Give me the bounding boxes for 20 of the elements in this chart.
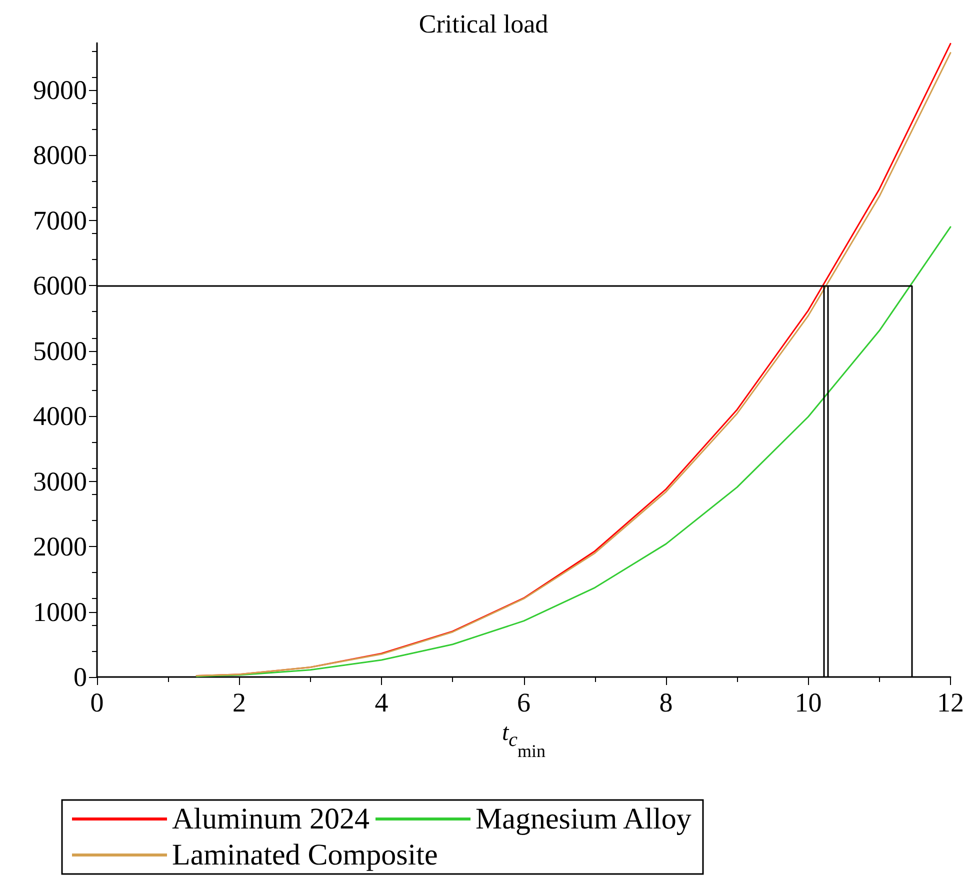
y-tick-label: 1000	[33, 596, 87, 627]
y-tick-label: 5000	[33, 336, 87, 366]
y-tick-label: 2000	[33, 532, 87, 562]
legend-label: Laminated Composite	[172, 838, 438, 872]
y-tick-label: 7000	[33, 205, 87, 236]
legend-label: Aluminum 2024	[172, 802, 370, 836]
legend-label: Magnesium Alloy	[476, 802, 692, 836]
y-tick-label: 0	[74, 662, 87, 692]
y-tick-label: 3000	[33, 466, 87, 496]
y-tick-label: 6000	[33, 270, 87, 301]
x-tick-label: 12	[937, 688, 964, 718]
x-tick-label: 6	[517, 688, 530, 718]
y-tick-label: 9000	[33, 74, 87, 105]
x-tick-label: 10	[794, 688, 822, 718]
chart-title: Critical load	[418, 10, 548, 38]
x-tick-label: 8	[659, 688, 673, 718]
y-tick-label: 8000	[33, 140, 87, 170]
y-tick-label: 4000	[33, 401, 87, 432]
x-tick-label: 2	[232, 688, 246, 718]
x-tick-label: 4	[374, 688, 389, 718]
